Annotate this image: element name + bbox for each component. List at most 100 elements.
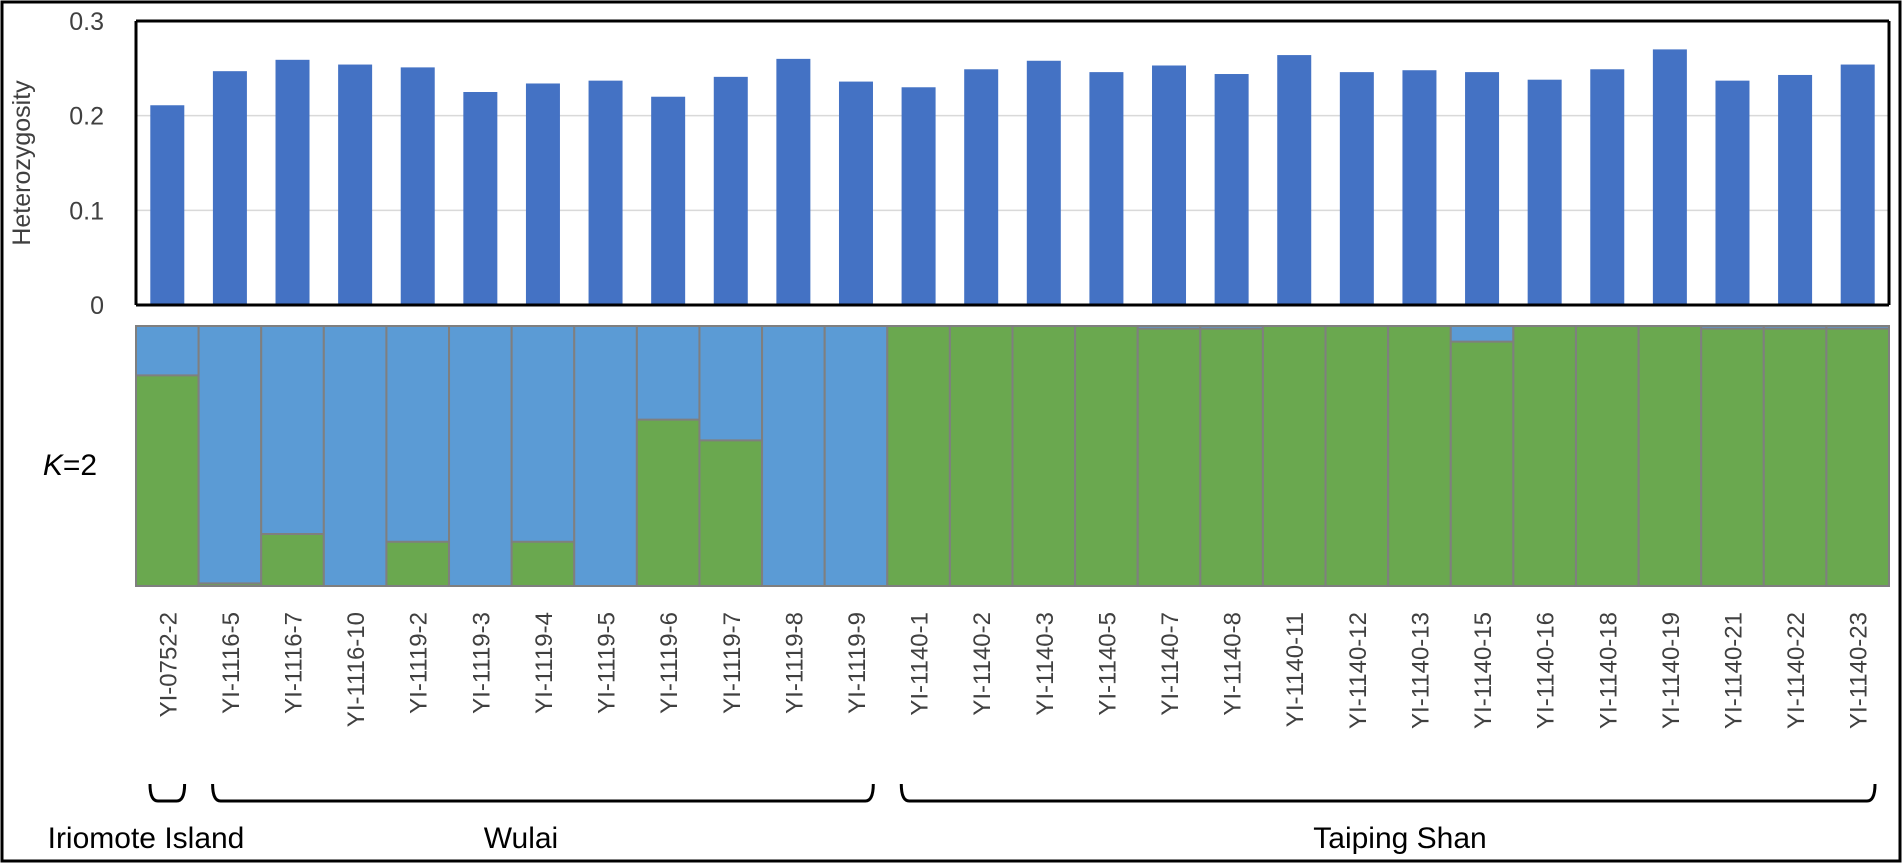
admixture-segment-blue (198, 326, 262, 584)
x-tick-label: YI-1140-12 (1345, 612, 1372, 729)
admixture-segment-green (949, 326, 1013, 586)
admixture-segment-green (1388, 326, 1451, 586)
bar (1089, 72, 1124, 306)
k-label-letter: K (43, 449, 65, 482)
bar (1339, 72, 1374, 306)
admixture-segment-blue (1763, 326, 1827, 329)
bar (1465, 72, 1500, 306)
bar (150, 105, 185, 306)
x-tick-label: YI-0752-2 (155, 612, 182, 717)
admixture-segment-green (887, 326, 950, 586)
admixture-segment-blue (1450, 326, 1514, 342)
admixture-segment-blue (762, 326, 825, 586)
bar (1778, 74, 1813, 306)
x-tick-label: YI-1140-2 (969, 612, 996, 716)
x-tick-label: YI-1140-18 (1595, 612, 1622, 729)
admixture-segment-green (386, 541, 450, 586)
bar (776, 58, 811, 305)
x-tick-label: YI-1140-3 (1032, 612, 1059, 716)
y-tick-label: 0.1 (69, 197, 104, 225)
x-tick-label: YI-1140-1 (907, 612, 934, 716)
admixture-segment-blue (449, 326, 512, 586)
admixture-segment-green (1826, 328, 1889, 586)
bar (713, 76, 748, 305)
admixture-segment-blue (1701, 326, 1764, 329)
admixture-segment-blue (323, 326, 387, 586)
x-tick-label: YI-1119-3 (468, 612, 495, 714)
x-tick-label: YI-1140-5 (1094, 612, 1121, 716)
bar (1402, 70, 1437, 305)
bar (212, 71, 247, 305)
bar (588, 80, 623, 305)
admixture-segment-green (1075, 326, 1138, 586)
x-tick-label: YI-1140-19 (1658, 612, 1685, 729)
x-tick-label: YI-1119-9 (844, 612, 871, 714)
admixture-segment-green (511, 541, 575, 586)
admixture-segment-blue (636, 326, 700, 420)
x-tick-label: YI-1119-4 (531, 612, 558, 714)
x-tick-label: YI-1119-5 (594, 612, 621, 714)
y-tick-label: 0 (90, 292, 104, 320)
group-label: Iriomote Island (48, 822, 245, 855)
x-tick-label: YI-1140-21 (1720, 612, 1747, 729)
admixture-segment-green (261, 534, 324, 586)
admixture-segment-green (1575, 326, 1639, 586)
admixture-segment-blue (574, 326, 637, 586)
admixture-segment-blue (386, 326, 450, 542)
bar (400, 67, 435, 306)
bar (525, 83, 560, 305)
admixture-segment-blue (1200, 326, 1263, 329)
admixture-segment-green (1638, 326, 1702, 586)
admixture-segment-green (1450, 341, 1514, 586)
x-tick-label: YI-1140-7 (1157, 612, 1184, 716)
group-bracket (148, 783, 187, 803)
group-label: Taiping Shan (1313, 822, 1486, 855)
bar (275, 59, 310, 306)
admixture-segment-green (198, 583, 262, 586)
bar (1152, 65, 1187, 305)
admixture-column-outline (1825, 325, 1890, 587)
y-tick-label: 0.2 (69, 103, 104, 131)
admixture-segment-green (636, 419, 700, 586)
group-bracket (899, 783, 1877, 803)
x-tick-label: YI-1140-22 (1783, 612, 1810, 729)
x-tick-label: YI-1119-8 (781, 612, 808, 714)
bar (1840, 64, 1875, 306)
admixture-segment-blue (824, 326, 888, 586)
bar (1214, 74, 1249, 305)
x-tick-label: YI-1119-6 (656, 612, 683, 714)
x-tick-label: YI-1140-11 (1282, 612, 1309, 727)
group-bracket (211, 783, 875, 803)
bar (1277, 55, 1312, 305)
bar (651, 96, 686, 305)
admixture-segment-green (1513, 326, 1576, 586)
bar (338, 64, 373, 306)
k-label-value: =2 (63, 449, 97, 482)
group-label: Wulai (484, 822, 558, 855)
x-tick-labels: YI-0752-2 YI-1116-5 YI-1116-7 YI-1116-10 YI-… (155, 612, 1872, 729)
admixture-segment-green (1200, 328, 1263, 586)
admixture-segment-green (1701, 328, 1764, 586)
admixture-segment-blue (1137, 326, 1201, 329)
admixture-segment-green (1325, 326, 1389, 586)
bar (1590, 69, 1625, 305)
admixture-segment-blue (511, 326, 575, 542)
admixture-segment-blue (699, 326, 763, 441)
x-tick-label: YI-1140-15 (1470, 612, 1497, 729)
k-label: K=2 (43, 449, 97, 482)
x-tick-label: YI-1119-7 (719, 612, 746, 714)
bar (1527, 79, 1562, 306)
admixture-segment-green (699, 440, 763, 586)
admixture-segment-green (136, 375, 199, 586)
bar (964, 69, 999, 305)
structure-panel (135, 325, 1890, 587)
x-tick-label: YI-1140-8 (1220, 612, 1247, 716)
admixture-segment-blue (136, 326, 199, 376)
admixture-segment-green (1763, 328, 1827, 586)
x-tick-label: YI-1140-16 (1533, 612, 1560, 729)
x-tick-label: YI-1116-7 (281, 612, 308, 714)
admixture-segment-green (1262, 326, 1326, 586)
x-tick-label: YI-1119-2 (406, 612, 433, 714)
